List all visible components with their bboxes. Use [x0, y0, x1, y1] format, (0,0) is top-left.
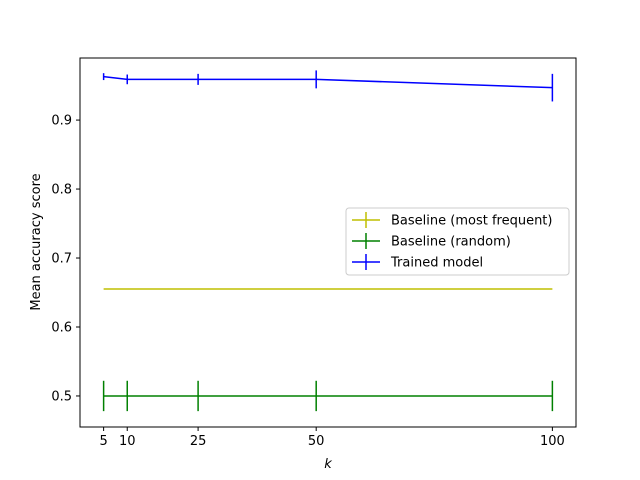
y-axis-label: Mean accuracy score	[29, 173, 44, 310]
x-tick-label: 100	[540, 434, 565, 449]
y-tick-label: 0.6	[51, 320, 72, 335]
x-tick-label: 50	[308, 434, 325, 449]
y-tick-label: 0.5	[51, 389, 72, 404]
x-tick-label: 25	[190, 434, 207, 449]
legend-label: Baseline (random)	[391, 235, 511, 250]
y-tick-label: 0.7	[51, 252, 72, 267]
series-2	[102, 70, 554, 102]
y-tick-label: 0.8	[51, 183, 72, 198]
legend-item: Baseline (random)	[352, 233, 511, 250]
legend-item: Trained model	[352, 254, 483, 271]
y-tick-label: 0.9	[51, 114, 72, 129]
series-layer	[102, 70, 554, 412]
legend-box	[345, 207, 570, 276]
plot-frame	[79, 57, 577, 428]
series-1	[102, 380, 554, 412]
legend: Baseline (most frequent) Baseline (random…	[345, 207, 570, 276]
legend-label: Baseline (most frequent)	[391, 214, 552, 229]
x-tick-label: 10	[119, 434, 136, 449]
x-axis-label: k	[324, 457, 332, 472]
legend-label: Trained model	[390, 256, 483, 271]
y-axis: 0.5 0.6 0.7 0.8 0.9	[51, 114, 80, 404]
x-axis: 5 10 25 50 100	[99, 427, 565, 449]
x-tick-label: 5	[99, 434, 107, 449]
legend-item: Baseline (most frequent)	[352, 212, 552, 229]
